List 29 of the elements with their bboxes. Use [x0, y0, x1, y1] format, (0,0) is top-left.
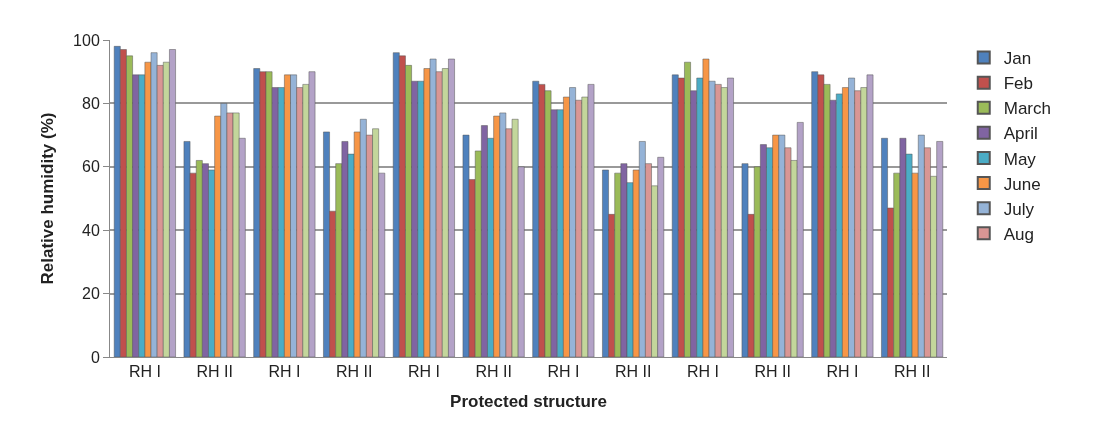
- y-tick-label: 40: [82, 221, 100, 239]
- legend-label: Aug: [1003, 224, 1034, 244]
- legend-label: June: [1003, 174, 1041, 194]
- y-tick-label: 80: [82, 95, 100, 112]
- y-tick-label: 60: [82, 158, 100, 176]
- x-axis-title: Protected structure: [450, 391, 607, 411]
- x-tick-label: RH I: [268, 363, 301, 381]
- legend-label: May: [1003, 149, 1037, 169]
- legend-label: March: [1003, 99, 1051, 119]
- y-tick-label: 100: [73, 31, 100, 49]
- legend-label: April: [1003, 124, 1038, 144]
- x-tick-label: RH I: [686, 363, 719, 381]
- y-tick-label: 0: [90, 348, 100, 366]
- x-tick-label: RH II: [614, 363, 652, 381]
- y-tick-label: 20: [82, 285, 100, 303]
- y-axis-title: Relative humidity (%): [37, 112, 57, 285]
- legend-label: July: [1003, 199, 1035, 219]
- x-tick-label: RH I: [826, 363, 859, 381]
- legend-label: Jan: [1003, 49, 1032, 69]
- x-tick-label: RH II: [335, 363, 373, 381]
- bar: [253, 68, 261, 357]
- x-tick-label: RH I: [128, 363, 161, 381]
- x-tick-label: RH II: [754, 363, 791, 381]
- x-tick-label: RH II: [475, 363, 512, 381]
- x-tick-label: RH I: [407, 363, 440, 381]
- x-tick-label: RH II: [893, 363, 931, 381]
- legend-label: Feb: [1003, 74, 1034, 94]
- x-tick-label: RH I: [547, 363, 580, 381]
- x-tick-label: RH II: [196, 363, 233, 381]
